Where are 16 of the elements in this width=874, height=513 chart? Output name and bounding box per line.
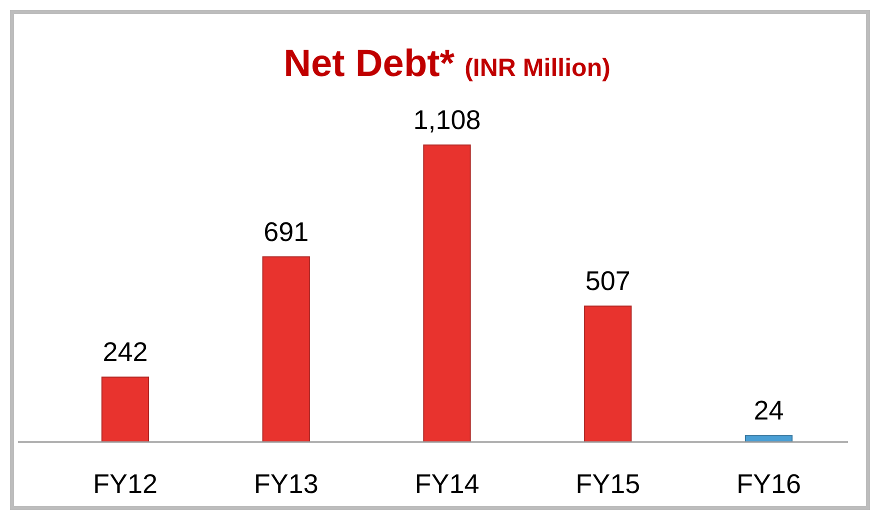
bar	[584, 306, 632, 442]
chart-subtitle: (INR Million)	[464, 54, 610, 82]
chart-title: Net Debt*	[284, 43, 455, 85]
x-tick-label: FY16	[736, 469, 802, 499]
data-label: 691	[264, 216, 309, 247]
data-label: 507	[585, 266, 630, 296]
data-label: 242	[102, 337, 148, 368]
x-tick-label: FY12	[92, 469, 158, 499]
x-tick-label: FY13	[254, 469, 318, 499]
bar	[101, 376, 150, 442]
bar	[262, 256, 310, 442]
bar	[423, 144, 471, 442]
x-tick-label: FY14	[414, 469, 480, 499]
x-tick-label: FY15	[576, 469, 640, 499]
data-label: 24	[754, 396, 784, 426]
data-label: 1,108	[413, 105, 481, 135]
